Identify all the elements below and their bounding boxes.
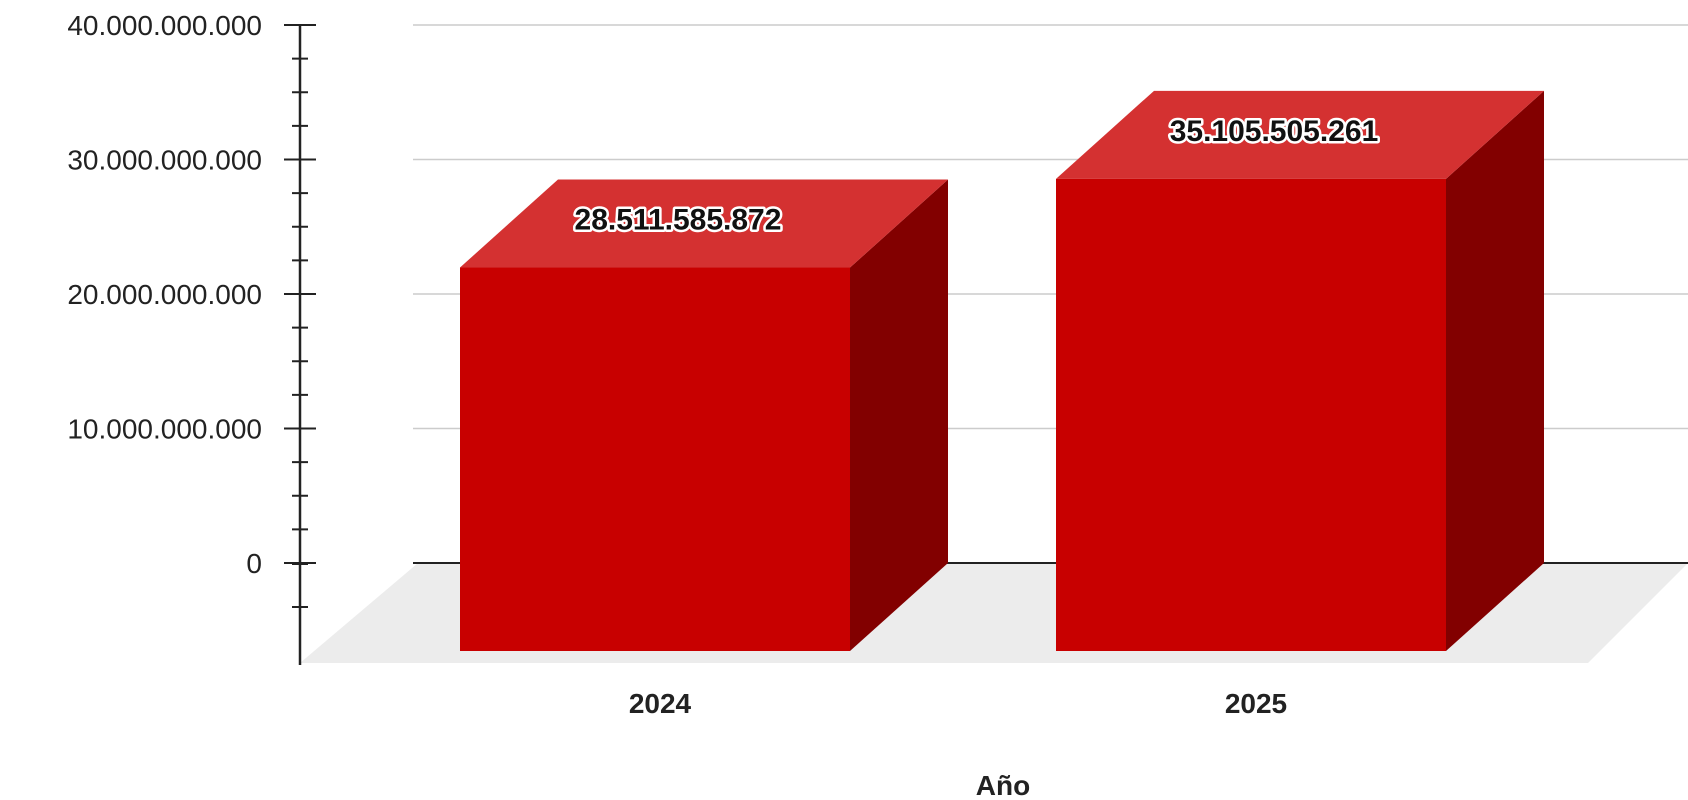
y-tick-label: 20.000.000.000 <box>67 279 262 310</box>
y-axis: 0 10.000.000.000 20.000.000.000 30.000.000.… <box>67 10 316 665</box>
x-tick-label: 2025 <box>1225 688 1287 719</box>
bar-2024 <box>460 179 948 651</box>
data-label: 28.511.585.872 <box>575 204 782 237</box>
bar-top <box>460 179 948 268</box>
bars-group <box>460 90 1544 652</box>
bar-2025 <box>1056 90 1544 652</box>
y-tick-label: 30.000.000.000 <box>67 145 262 176</box>
y-tick-label: 0 <box>246 548 262 579</box>
bar-front <box>460 267 850 651</box>
y-tick-label: 40.000.000.000 <box>67 10 262 41</box>
bar-side <box>850 179 948 651</box>
x-tick-label: 2024 <box>629 688 692 719</box>
x-axis: 2024 2025 <box>629 688 1287 719</box>
bar-front <box>1056 178 1446 652</box>
y-tick-label: 10.000.000.000 <box>67 414 262 445</box>
bar-top <box>1056 90 1544 179</box>
bar-side <box>1446 90 1544 652</box>
data-labels-group: 28.511.585.872 35.105.505.261 <box>572 112 1381 239</box>
data-label: 35.105.505.261 <box>1170 115 1379 148</box>
x-axis-title: Año <box>976 770 1030 800</box>
